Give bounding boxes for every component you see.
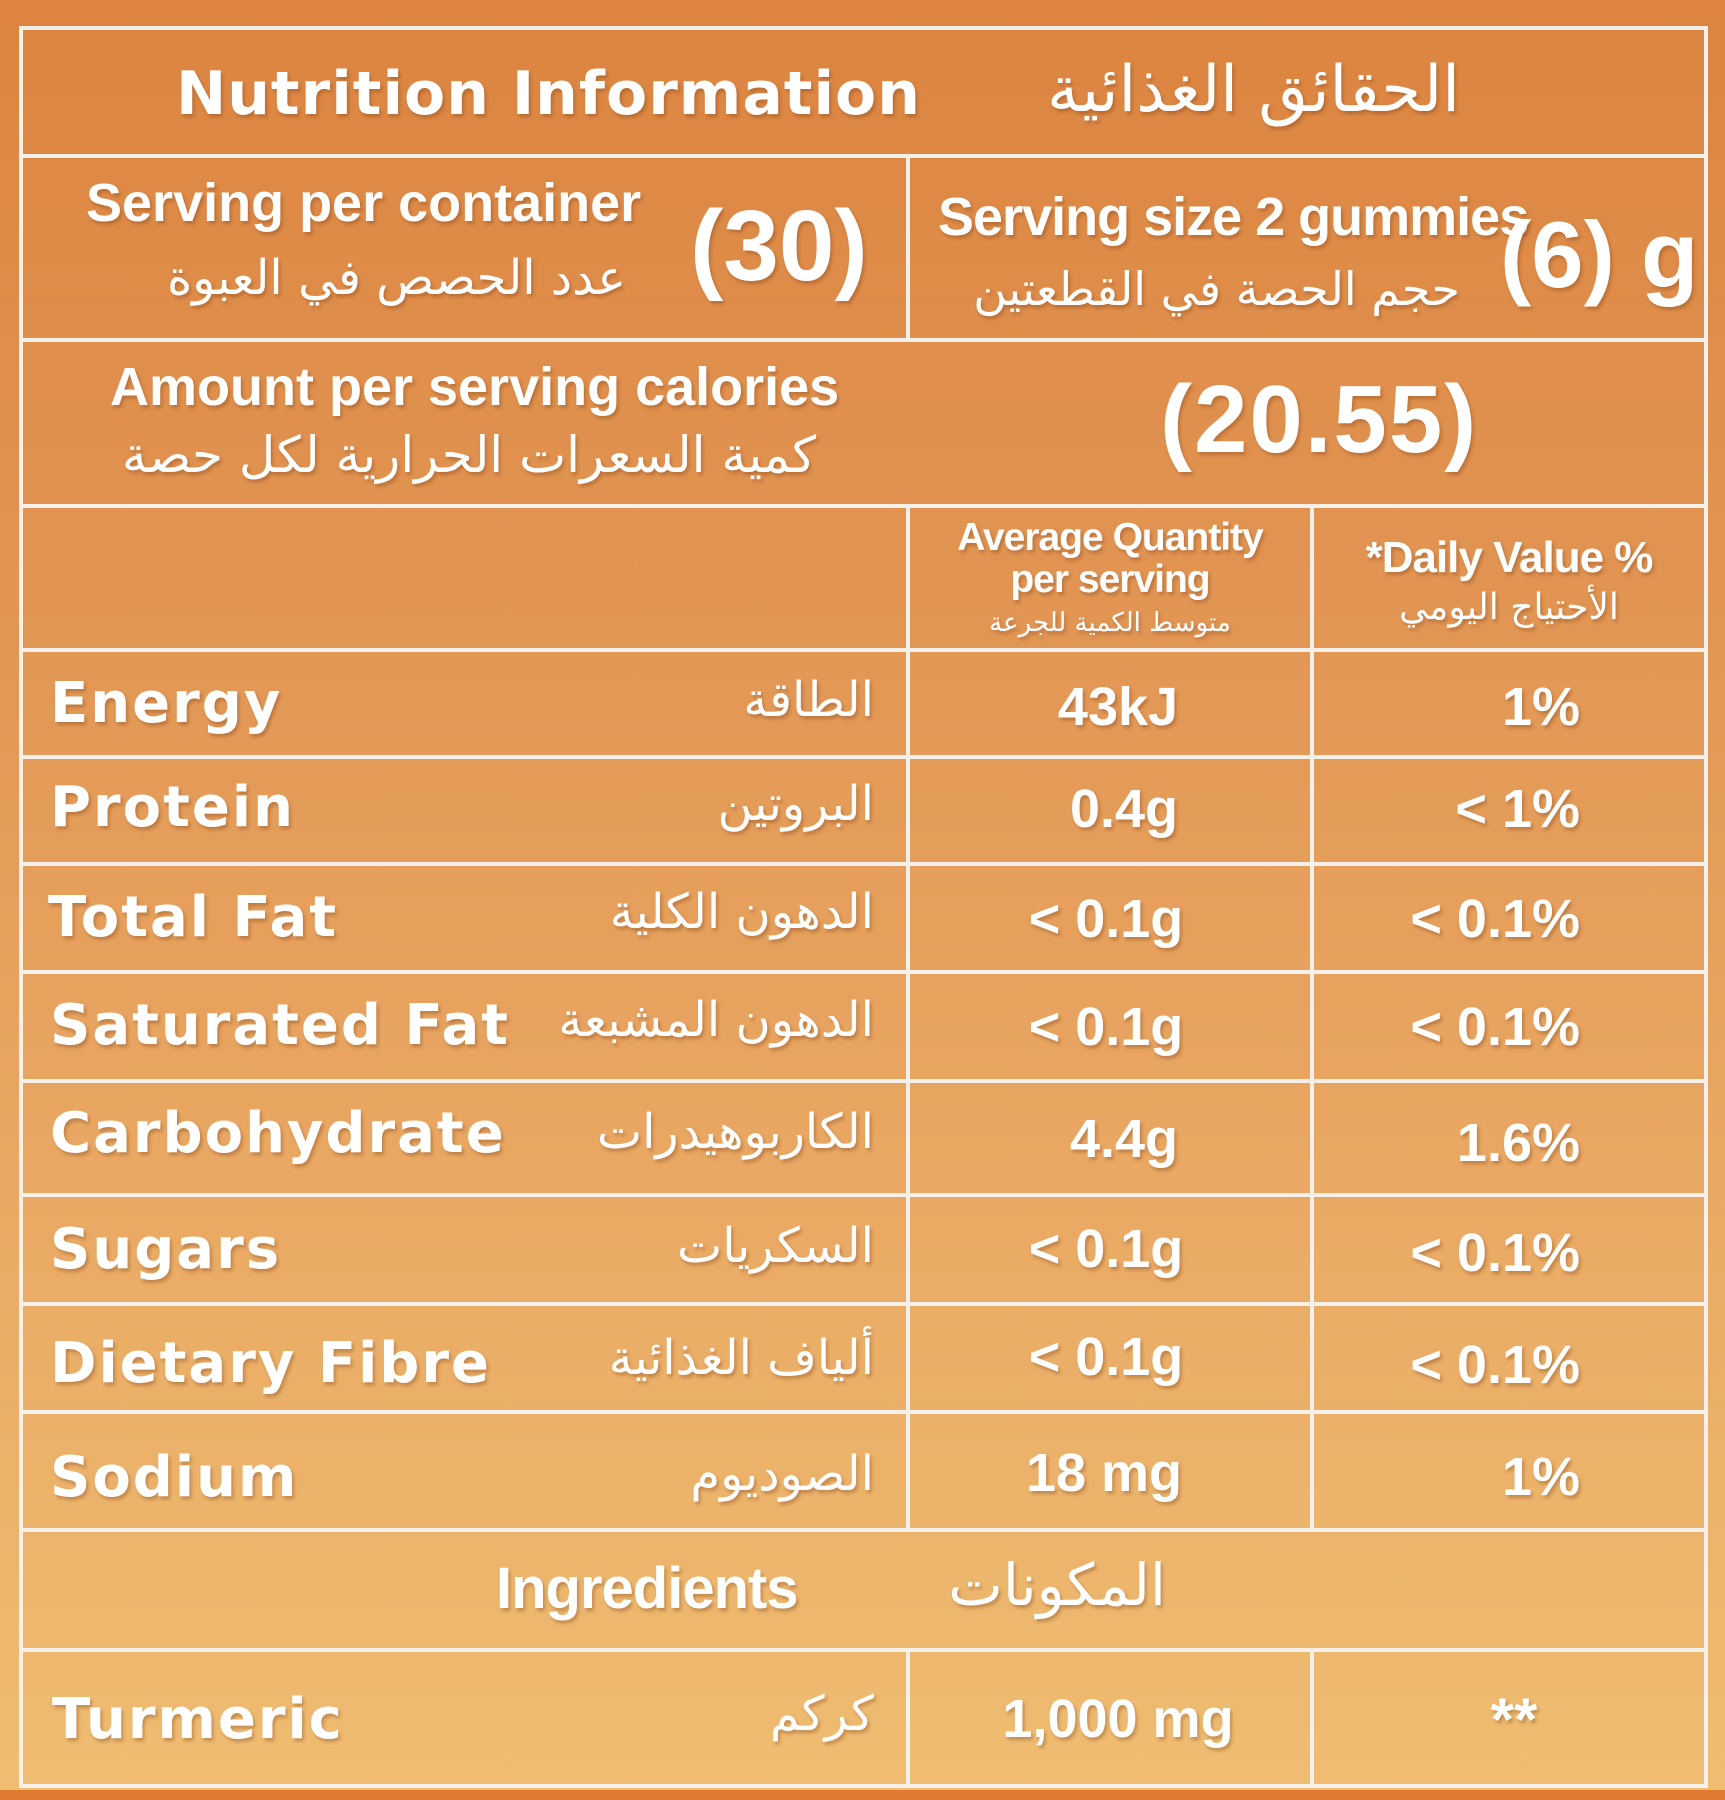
nutrition-panel [19,26,1708,1788]
divider [19,862,1708,866]
avg-qty-header-line1: Average Quantity [957,516,1263,559]
nutrient-qty: < 0.1g [1028,889,1184,949]
divider [906,508,910,1528]
nutrient-qty: < 0.1g [1028,1327,1184,1387]
nutrient-name: Sodium [50,1445,299,1510]
nutrient-qty: 43kJ [1057,677,1179,737]
bottom-strip [0,1790,1725,1800]
divider [1310,1652,1314,1788]
nutrient-name: Carbohydrate [50,1101,506,1166]
title-en: Nutrition Information [176,59,921,129]
avg-qty-header-ar: متوسط الكمية للجرعة [989,608,1231,638]
divider [19,1410,1708,1414]
nutrient-dv: < 0.1% [1410,997,1580,1057]
divider [19,1648,1708,1652]
ingredient-name: Turmeric [52,1687,344,1752]
nutrient-name: Protein [50,775,295,840]
divider [19,1302,1708,1306]
nutrient-qty: 0.4g [1069,779,1179,839]
divider [19,154,1708,158]
nutrient-name-ar: الدهون المشبعة [558,992,874,1048]
nutrient-name-ar: البروتين [717,776,875,832]
nutrient-name-ar: الدهون الكلية [609,884,874,940]
nutrient-dv: < 0.1% [1410,1335,1580,1395]
nutrient-dv: < 1% [1455,779,1580,839]
ingredients-label-ar: المكونات [948,1551,1166,1619]
divider [19,1193,1708,1197]
nutrient-dv: 1% [1501,677,1580,737]
daily-value-header: *Daily Value % [1365,533,1654,582]
serving-per-container-label-ar: عدد الحصص في العبوة [167,250,626,306]
nutrient-qty: 4.4g [1069,1109,1179,1169]
nutrient-name: Sugars [50,1217,282,1282]
nutrient-name: Saturated Fat [50,993,511,1058]
divider [19,1528,1708,1532]
divider [19,504,1708,508]
divider [906,158,910,338]
ingredient-dv: ** [1490,1686,1538,1753]
divider [19,338,1708,342]
nutrient-name-ar: ألياف الغذائية [608,1330,874,1386]
divider [19,755,1708,759]
divider [19,970,1708,974]
nutrient-qty: < 0.1g [1028,997,1184,1057]
nutrient-name: Dietary Fibre [50,1331,491,1396]
ingredient-qty: 1,000 mg [1002,1689,1234,1749]
serving-size-label: Serving size 2 gummies [938,187,1529,247]
avg-qty-header-line2: per serving [1010,558,1210,601]
divider [19,1079,1708,1083]
nutrient-dv: < 0.1% [1410,1223,1580,1283]
nutrient-name-ar: الكاربوهيدرات [596,1104,874,1160]
divider [19,648,1708,652]
nutrient-name-ar: الطاقة [743,672,874,728]
divider [1310,508,1314,1528]
nutrient-name: Energy [50,671,283,736]
calories-value: (20.55) [1160,366,1479,473]
serving-size-value: (6) g [1500,202,1699,307]
ingredients-label: Ingredients [496,1556,799,1621]
nutrient-dv: 1.6% [1456,1113,1580,1173]
nutrient-dv: 1% [1501,1447,1580,1507]
serving-per-container-label: Serving per container [86,173,642,233]
nutrient-name: Total Fat [48,885,339,950]
calories-label-ar: كمية السعرات الحرارية لكل حصة [121,426,816,484]
divider [906,1652,910,1788]
nutrient-name-ar: السكريات [677,1218,874,1274]
calories-label: Amount per serving calories [110,357,840,417]
nutrient-dv: < 0.1% [1410,889,1580,949]
serving-per-container-value: (30) [690,190,868,302]
nutrient-qty: 18 mg [1025,1443,1183,1503]
nutrient-qty: < 0.1g [1028,1219,1184,1279]
daily-value-header-ar: الأحتياج اليومي [1399,587,1619,628]
ingredient-name-ar: كركم [769,1686,874,1742]
title-ar: الحقائق الغذائية [1047,53,1460,127]
nutrient-name-ar: الصوديوم [690,1446,874,1502]
serving-size-label-ar: حجم الحصة في القطعتين [973,262,1460,316]
